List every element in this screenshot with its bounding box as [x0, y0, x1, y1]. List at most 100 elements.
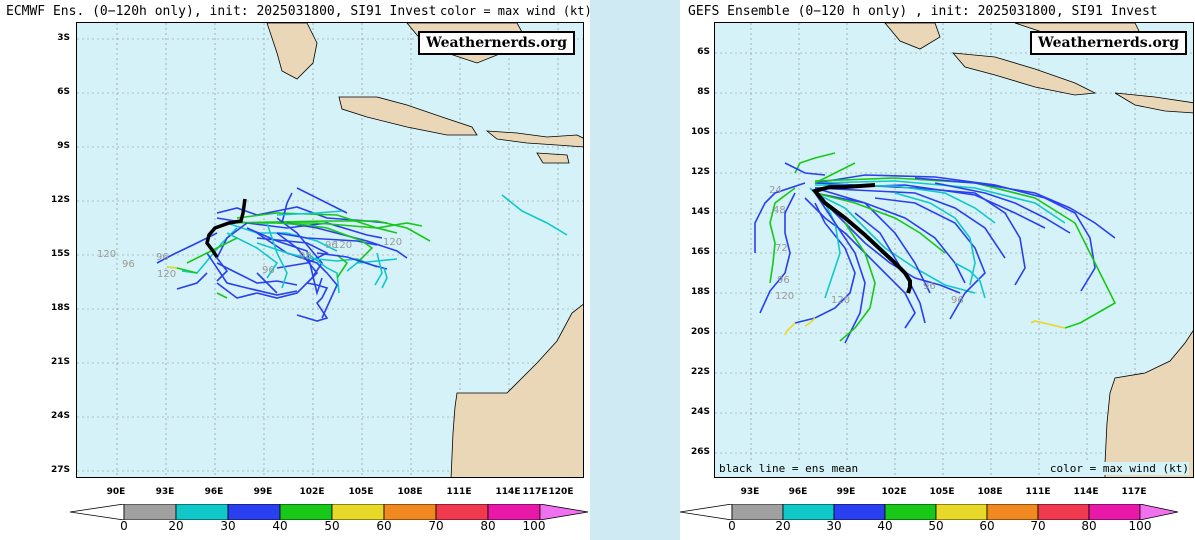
cbar-segment	[986, 504, 1039, 520]
ecmwf-track	[501, 194, 568, 236]
ecmwf-track	[346, 258, 398, 272]
sunda-islands	[1114, 92, 1193, 114]
gefs-track	[814, 177, 1117, 329]
ecmwf-track	[186, 237, 238, 264]
ecmwf-track-label: 120	[157, 269, 176, 280]
cbar-label: 100	[1128, 519, 1152, 533]
ecmwf-track	[281, 192, 293, 224]
lat-label: 16S	[690, 247, 710, 257]
java-land	[338, 96, 478, 136]
ecmwf-track	[216, 292, 228, 299]
cbar-segment	[935, 504, 988, 520]
gefs-tracks	[754, 152, 1117, 344]
lon-label: 108E	[397, 487, 423, 497]
gefs-track	[814, 162, 856, 184]
lon-label: 108E	[977, 487, 1003, 497]
ecmwf-ensemble-mean	[205, 198, 247, 258]
cbar-label: 80	[1081, 519, 1097, 533]
ecmwf-legend-note: color = max wind (kt)	[440, 4, 592, 18]
gefs-map[interactable]: 24 48 72 96 120 120 96 96 Weathernerds.o…	[714, 22, 1194, 478]
gefs-track	[894, 192, 976, 286]
ecmwf-track	[276, 232, 378, 246]
lon-label: 102E	[881, 487, 907, 497]
lat-label: 6S	[57, 87, 70, 97]
ecmwf-track	[296, 282, 329, 322]
ecmwf-track	[166, 266, 178, 269]
gefs-track	[794, 152, 836, 174]
lat-label: 22S	[690, 367, 710, 377]
java-land	[952, 52, 1097, 96]
gefs-watermark: Weathernerds.org	[1030, 31, 1187, 55]
ecmwf-track	[216, 222, 248, 282]
australia-land	[450, 304, 583, 477]
ecmwf-title-text: ECMWF Ens. (0−120h only), init: 20250318…	[6, 4, 437, 19]
cbar-segment	[782, 504, 835, 520]
lat-label: 18S	[690, 287, 710, 297]
ecmwf-track-label: 96	[122, 259, 135, 270]
gefs-track-label: 96	[951, 295, 964, 306]
ecmwf-track	[236, 212, 398, 234]
gefs-track	[914, 177, 1116, 239]
lon-label: 90E	[106, 487, 126, 497]
gefs-track	[814, 180, 1066, 224]
lat-label: 18S	[50, 303, 70, 313]
lat-label: 10S	[690, 127, 710, 137]
ecmwf-track	[266, 222, 288, 289]
lon-label: 93E	[155, 487, 175, 497]
lat-label: 26S	[690, 447, 710, 457]
lat-label: 20S	[690, 327, 710, 337]
lat-label: 14S	[690, 207, 710, 217]
ecmwf-map[interactable]: 120 96 96 120 98 96 120 120 96 Weatherne…	[76, 22, 584, 478]
cbar-segment	[383, 504, 437, 520]
gefs-track	[784, 322, 796, 336]
cbar-segment	[1139, 504, 1179, 520]
ecmwf-track	[374, 252, 383, 286]
lat-label: 24S	[690, 407, 710, 417]
lon-label: 111E	[1025, 487, 1051, 497]
lat-label: 6S	[697, 47, 710, 57]
cbar-segment	[680, 504, 733, 520]
ecmwf-track-label: 96	[262, 265, 275, 276]
gefs-track-labels: 24 48 72 96 120 120 96 96	[769, 185, 964, 306]
cbar-label: 0	[120, 519, 128, 533]
cbar-label: 60	[979, 519, 995, 533]
lon-label: 99E	[836, 487, 856, 497]
gefs-track	[874, 197, 986, 320]
ecmwf-track	[286, 222, 408, 259]
ecmwf-track-labels: 120 96 96 120 98 96 120 120 96	[97, 237, 402, 280]
lon-label: 96E	[204, 487, 224, 497]
ecmwf-track	[216, 282, 258, 299]
cbar-label: 20	[775, 519, 791, 533]
cbar-label: 40	[877, 519, 893, 533]
sunda-islands	[485, 130, 583, 148]
gefs-panel: GEFS Ensemble (0−120 h only) , init: 202…	[680, 0, 1195, 540]
gefs-colorbar	[680, 504, 1179, 520]
gefs-track	[804, 197, 916, 329]
cbar-segment	[1037, 504, 1090, 520]
gefs-track	[814, 192, 976, 294]
ecmwf-track-label: 120	[333, 240, 352, 251]
gefs-track-label: 96	[923, 281, 936, 292]
cbar-segment	[1088, 504, 1141, 520]
gefs-track	[814, 192, 866, 344]
lat-label: 12S	[690, 167, 710, 177]
gefs-track	[954, 262, 986, 299]
sumba-island	[536, 152, 570, 164]
australia-land	[1104, 330, 1193, 477]
lat-label: 12S	[50, 195, 70, 205]
ecmwf-track-label: 96	[325, 240, 338, 251]
cbar-segment	[487, 504, 541, 520]
ecmwf-track-label: 98	[299, 251, 312, 262]
ecmwf-track	[276, 217, 323, 279]
gefs-track	[839, 222, 876, 342]
ecmwf-colorbar	[70, 504, 589, 520]
ecmwf-track	[256, 272, 278, 294]
cbar-segment	[731, 504, 784, 520]
ecmwf-track-label: 120	[383, 237, 402, 248]
lat-label: 27S	[50, 465, 70, 475]
lon-label: 105E	[348, 487, 374, 497]
cbar-segment	[435, 504, 489, 520]
ecmwf-map-svg: 120 96 96 120 98 96 120 120 96	[77, 23, 583, 477]
ecmwf-track	[276, 210, 343, 216]
cbar-label: 40	[272, 519, 288, 533]
